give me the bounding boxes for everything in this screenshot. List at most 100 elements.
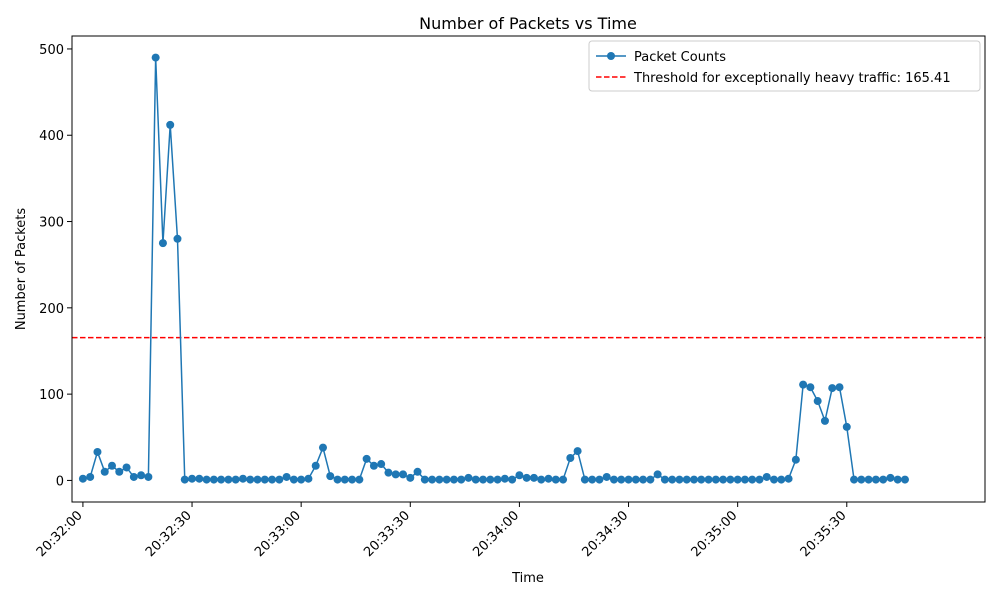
data-point-30 <box>297 475 306 484</box>
data-point-78 <box>646 475 655 484</box>
data-point-59 <box>508 475 517 484</box>
data-point-39 <box>362 454 371 463</box>
data-point-63 <box>537 475 546 484</box>
data-point-43 <box>391 470 400 479</box>
data-point-56 <box>486 475 495 484</box>
data-point-106 <box>850 475 859 484</box>
y-tick-label-0: 0 <box>56 474 64 489</box>
data-point-55 <box>479 475 488 484</box>
data-point-42 <box>384 468 393 477</box>
data-point-72 <box>602 472 611 481</box>
data-point-15 <box>188 474 197 483</box>
legend-threshold-label: Threshold for exceptionally heavy traffi… <box>633 71 951 86</box>
data-point-47 <box>420 475 429 484</box>
data-point-32 <box>311 461 320 470</box>
data-point-70 <box>588 475 597 484</box>
data-point-111 <box>886 473 895 482</box>
data-point-57 <box>493 475 502 484</box>
data-point-105 <box>842 422 851 431</box>
data-point-19 <box>217 475 226 484</box>
data-point-108 <box>864 475 873 484</box>
data-point-79 <box>653 470 662 479</box>
legend-series-marker <box>607 52 615 60</box>
data-point-71 <box>595 475 604 484</box>
data-point-68 <box>573 447 582 456</box>
data-point-52 <box>457 475 466 484</box>
data-point-35 <box>333 475 342 484</box>
data-point-83 <box>682 475 691 484</box>
data-point-2 <box>93 447 102 456</box>
data-point-84 <box>690 475 699 484</box>
data-point-22 <box>238 474 247 483</box>
data-point-86 <box>704 475 713 484</box>
data-point-91 <box>740 475 749 484</box>
data-point-101 <box>813 397 822 406</box>
data-point-100 <box>806 383 815 392</box>
data-point-37 <box>348 475 357 484</box>
data-point-92 <box>748 475 757 484</box>
plot-frame <box>71 35 986 503</box>
y-tick-label-5: 500 <box>39 43 64 58</box>
data-point-76 <box>631 475 640 484</box>
data-point-80 <box>660 475 669 484</box>
data-point-46 <box>413 467 422 476</box>
x-axis-label: Time <box>511 571 544 586</box>
data-point-40 <box>369 461 378 470</box>
data-point-62 <box>529 473 538 482</box>
data-point-0 <box>78 474 87 483</box>
data-point-94 <box>762 472 771 481</box>
data-point-25 <box>260 475 269 484</box>
data-point-98 <box>791 455 800 464</box>
data-point-23 <box>246 475 255 484</box>
data-point-41 <box>377 460 386 469</box>
data-point-50 <box>442 475 451 484</box>
data-point-64 <box>544 474 553 483</box>
data-point-110 <box>879 475 888 484</box>
data-point-24 <box>253 475 262 484</box>
data-point-28 <box>282 472 291 481</box>
y-tick-label-1: 100 <box>39 388 64 403</box>
data-point-60 <box>515 471 524 480</box>
data-point-31 <box>304 474 313 483</box>
data-point-107 <box>857 475 866 484</box>
data-point-89 <box>726 475 735 484</box>
data-point-21 <box>231 475 240 484</box>
data-point-95 <box>770 475 779 484</box>
data-point-82 <box>675 475 684 484</box>
data-point-38 <box>355 475 364 484</box>
data-point-73 <box>609 475 618 484</box>
data-point-8 <box>137 471 146 480</box>
data-point-9 <box>144 472 153 481</box>
data-point-12 <box>166 120 175 129</box>
data-point-13 <box>173 234 182 243</box>
data-point-88 <box>719 475 728 484</box>
chart-title: Number of Packets vs Time <box>419 14 637 33</box>
data-point-109 <box>871 475 880 484</box>
data-point-69 <box>580 475 589 484</box>
data-point-54 <box>471 475 480 484</box>
data-point-97 <box>784 474 793 483</box>
data-point-29 <box>289 475 298 484</box>
data-point-102 <box>820 416 829 425</box>
data-point-51 <box>449 475 458 484</box>
data-point-3 <box>100 467 109 476</box>
data-point-67 <box>566 453 575 462</box>
data-point-75 <box>624 475 633 484</box>
data-point-93 <box>755 475 764 484</box>
data-point-16 <box>195 474 204 483</box>
data-point-36 <box>340 475 349 484</box>
data-point-6 <box>122 463 131 472</box>
data-point-4 <box>108 461 117 470</box>
data-point-26 <box>268 475 277 484</box>
data-point-61 <box>522 473 531 482</box>
data-point-96 <box>777 475 786 484</box>
data-point-18 <box>209 475 218 484</box>
data-point-99 <box>799 380 808 389</box>
data-point-14 <box>180 475 189 484</box>
data-point-104 <box>835 383 844 392</box>
data-point-33 <box>318 443 327 452</box>
data-point-10 <box>151 53 160 62</box>
plot-area <box>72 53 985 484</box>
legend-series-label: Packet Counts <box>634 50 726 65</box>
data-point-49 <box>435 475 444 484</box>
